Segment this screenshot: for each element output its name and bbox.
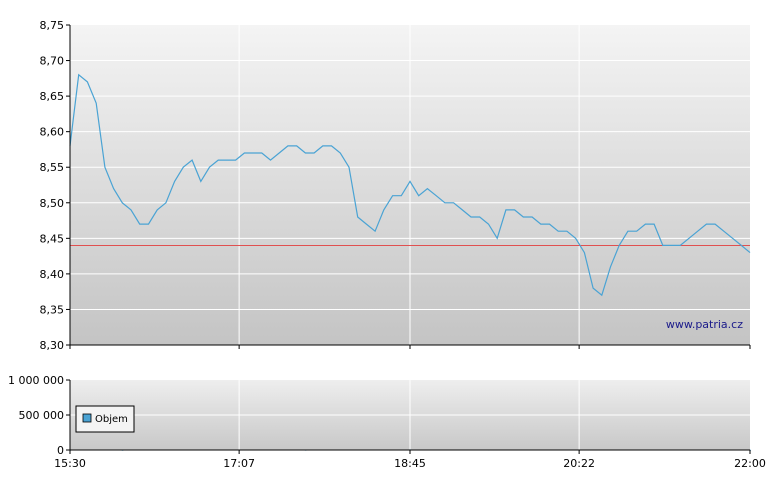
x-tick-label: 15:30 — [54, 457, 86, 470]
volume-y-tick-label: 500 000 — [19, 409, 65, 422]
price-y-axis: 8,75 8,70 8,65 8,60 8,55 8,50 8,45 8,40 8,35 8,30 — [40, 19, 70, 352]
price-y-tick-label: 8,35 — [40, 303, 65, 316]
price-y-tick-label: 8,65 — [40, 90, 65, 103]
price-y-tick-label: 8,30 — [40, 339, 65, 352]
price-y-tick-label: 8,45 — [40, 232, 65, 245]
legend-swatch-objem — [82, 413, 92, 423]
volume-y-tick-label: 1 000 000 — [8, 374, 64, 387]
price-x-ticks — [69, 345, 751, 349]
price-grid — [70, 25, 750, 345]
x-tick-label: 20:22 — [563, 457, 595, 470]
legend-label-objem: Objem — [95, 414, 128, 425]
price-y-tick-label: 8,40 — [40, 268, 65, 281]
volume-y-tick-label: 0 — [57, 444, 64, 457]
price-y-tick-label: 8,55 — [40, 161, 65, 174]
volume-grid — [70, 380, 750, 450]
x-tick-label: 17:07 — [223, 457, 255, 470]
x-axis-labels: 15:30 17:07 18:45 20:22 22:00 — [54, 450, 766, 470]
volume-y-axis: 1 000 000 500 000 0 — [8, 374, 70, 457]
price-series-line — [69, 73, 751, 297]
legend: Objem — [75, 405, 135, 433]
x-tick-label: 22:00 — [734, 457, 766, 470]
watermark: www.patria.cz — [666, 318, 743, 331]
x-tick-label: 18:45 — [394, 457, 426, 470]
price-y-tick-label: 8,75 — [40, 19, 65, 32]
price-y-tick-label: 8,60 — [40, 126, 65, 139]
price-y-tick-label: 8,50 — [40, 197, 65, 210]
price-y-tick-label: 8,70 — [40, 55, 65, 68]
